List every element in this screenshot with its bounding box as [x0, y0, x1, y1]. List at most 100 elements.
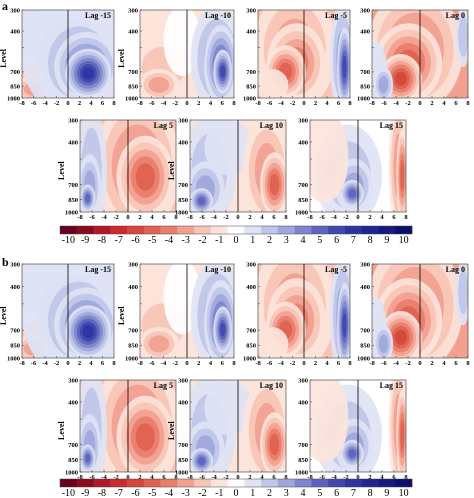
- y-tick-label: 850: [178, 457, 188, 464]
- colorbar-tick-label: 3: [284, 488, 289, 498]
- y-tick-label: 700: [128, 327, 138, 334]
- y-tick-label: 400: [128, 28, 138, 35]
- colorbar-tick-label: 1: [250, 488, 255, 498]
- y-tick-label: 700: [68, 182, 78, 189]
- y-tick-label: 300: [128, 261, 138, 268]
- x-tick-label: 4: [209, 360, 213, 367]
- colorbar-tick-label: -2: [198, 235, 206, 246]
- y-tick-label: 400: [10, 284, 20, 291]
- x-tick-label: 4: [325, 100, 329, 107]
- x-tick-label: 0: [185, 100, 188, 107]
- x-tick-label: -2: [173, 100, 178, 107]
- x-tick-label: 8: [232, 360, 236, 367]
- x-tick-label: 2: [197, 360, 200, 367]
- colorbar-swatch: [227, 479, 245, 487]
- y-tick-label: 850: [128, 83, 138, 90]
- y-tick-label: 300: [68, 117, 78, 124]
- colorbar-tick-label: -6: [131, 235, 139, 246]
- colorbar-tick-label: 6: [334, 235, 339, 246]
- x-tick-label: -4: [278, 100, 284, 107]
- contour-level: [458, 270, 468, 315]
- colorbar-swatch: [328, 479, 346, 487]
- x-tick-label: -2: [290, 360, 295, 367]
- contour-level: [348, 449, 357, 459]
- colorbar-swatch: [261, 226, 279, 234]
- contour-level: [342, 55, 347, 79]
- x-tick-label: -2: [343, 214, 348, 221]
- y-tick-label: 850: [246, 343, 256, 350]
- x-tick-label: 0: [66, 100, 69, 107]
- colorbar-tick-label: -9: [81, 235, 89, 246]
- y-tick-label: 1000: [7, 355, 20, 362]
- contour-panel: Lag 5 300 400 700 850 1000-8 -6 -4 -2 0 2 4 6 8 Level: [57, 377, 178, 481]
- x-tick-label: 8: [284, 214, 288, 221]
- panel-title: Lag 10: [260, 381, 283, 390]
- colorbar-tick-label: -4: [165, 488, 173, 498]
- colorbar-swatch: [76, 226, 94, 234]
- colorbar-swatch: [110, 479, 128, 487]
- x-tick-label: 4: [442, 100, 446, 107]
- x-tick-label: 2: [78, 100, 81, 107]
- x-tick-label: 6: [101, 100, 105, 107]
- y-tick-label: 1000: [175, 209, 188, 216]
- x-tick-label: 0: [236, 214, 239, 221]
- y-tick-label: 850: [298, 197, 308, 204]
- colorbar-tick-label: -1: [215, 488, 223, 498]
- y-axis-label: Level: [57, 420, 66, 439]
- contour-level: [310, 380, 349, 463]
- x-tick-label: -6: [149, 360, 155, 367]
- x-tick-label: -8: [255, 360, 261, 367]
- contour-level: [148, 76, 170, 93]
- panel-title: Lag 15: [380, 121, 403, 130]
- contour-panel: Lag 10 300 400 700 850 1000-8 -6 -4 -2 0 2 4 6 8 Level: [167, 377, 288, 481]
- x-tick-label: 2: [138, 474, 141, 481]
- colorbar-swatch: [93, 479, 111, 487]
- x-tick-label: 8: [174, 214, 178, 221]
- x-tick-label: -4: [42, 360, 48, 367]
- colorbar-swatch: [378, 226, 396, 234]
- colorbar-swatch: [344, 479, 363, 487]
- x-tick-label: 2: [430, 100, 433, 107]
- y-tick-label: 700: [178, 442, 188, 449]
- contour-panel: Lag 0 300 400 700 850 1000-8 -6 -4 -2 0 2 4 6 8: [357, 261, 470, 367]
- panel-title: Lag 0: [446, 11, 465, 20]
- colorbar-tick-label: 8: [368, 488, 373, 498]
- contour-fill: [258, 10, 350, 98]
- x-tick-label: 6: [272, 474, 276, 481]
- y-tick-label: 700: [128, 69, 138, 76]
- x-tick-label: 4: [380, 214, 384, 221]
- colorbar-swatch: [277, 226, 295, 234]
- x-tick-label: 4: [380, 474, 384, 481]
- y-tick-label: 300: [68, 377, 78, 384]
- colorbar-tick-label: 0: [234, 235, 239, 246]
- x-tick-label: 8: [466, 360, 470, 367]
- x-tick-label: 6: [162, 214, 166, 221]
- contour-fill: [140, 10, 234, 98]
- colorbar-tick-label: 8: [368, 235, 373, 246]
- x-tick-label: 4: [150, 474, 154, 481]
- x-tick-label: 2: [430, 360, 433, 367]
- y-tick-label: 850: [128, 343, 138, 350]
- y-tick-label: 300: [298, 117, 308, 124]
- y-tick-label: 300: [128, 7, 138, 14]
- panel-title: Lag 10: [260, 121, 283, 130]
- contour-fill: [22, 264, 114, 358]
- x-tick-label: 2: [78, 360, 81, 367]
- x-tick-label: -8: [369, 100, 375, 107]
- x-tick-label: -6: [89, 474, 95, 481]
- y-tick-label: 850: [360, 343, 370, 350]
- colorbar-tick-label: -8: [98, 488, 106, 498]
- colorbar-swatch: [210, 479, 228, 487]
- colorbar-swatch: [311, 226, 329, 234]
- colorbar-tick-label: 6: [334, 488, 339, 498]
- x-tick-label: 4: [89, 360, 93, 367]
- y-axis-label: Level: [57, 160, 66, 179]
- x-tick-label: -8: [369, 360, 375, 367]
- contour-fill: [190, 120, 286, 212]
- colorbar-swatch: [76, 479, 94, 487]
- x-tick-label: 8: [174, 474, 178, 481]
- x-tick-label: -8: [137, 360, 143, 367]
- panel-title: Lag -10: [205, 11, 231, 20]
- y-tick-label: 400: [246, 28, 256, 35]
- y-tick-label: 850: [68, 457, 78, 464]
